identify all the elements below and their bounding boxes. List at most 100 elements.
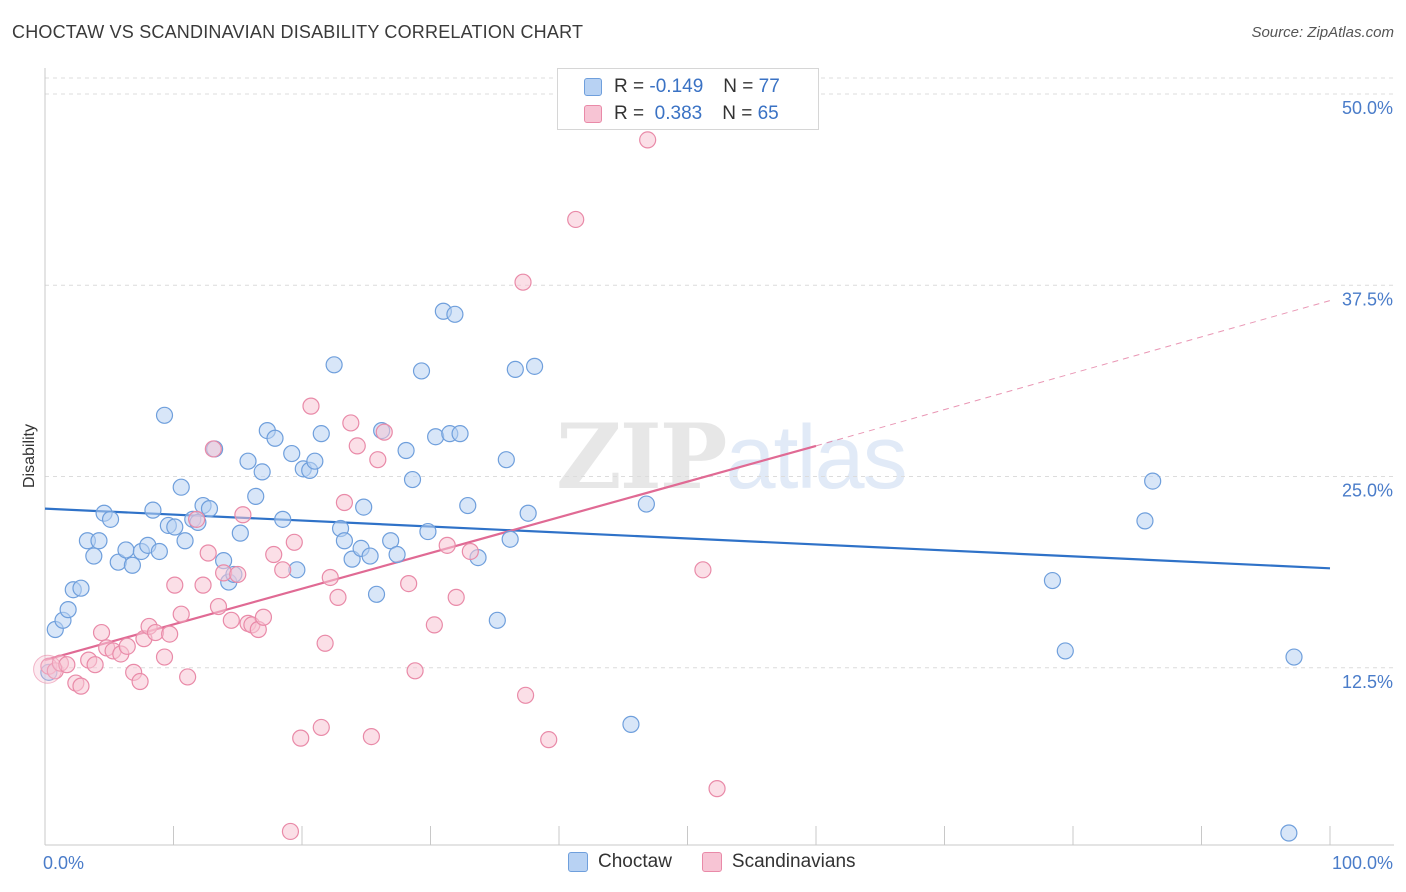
scandinavians-point [369,451,387,469]
scandinavians-point [72,677,90,695]
scandinavians-point [447,588,465,606]
choctaw-point [123,556,141,574]
choctaw-point [85,547,103,565]
scandinavians-point [400,574,418,593]
scandinavians-point [86,656,104,674]
legend-row-scandinavians: R = 0.383 N = 65 [584,101,779,127]
choctaw-point [361,547,379,565]
choctaw-point [274,510,292,528]
legend-label-choctaw: Choctaw [598,851,672,872]
scandinavians-point [348,437,366,455]
choctaw-point [525,357,544,375]
x-tick-label-min: 0.0% [43,853,84,873]
scandinavians-point [425,616,443,634]
choctaw-point [1280,824,1298,842]
r-label: R = [614,76,645,97]
scandinavians-point [285,533,303,551]
chart-title: CHOCTAW VS SCANDINAVIAN DISABILITY CORRE… [12,22,584,42]
choctaw-point [501,530,519,548]
choctaw-point [90,532,108,550]
n-value: 77 [758,76,780,97]
choctaw-point [59,601,77,619]
axes [44,68,1394,846]
scandinavians-point [342,414,360,432]
scandinavians-point [58,656,76,674]
scandinavians-point [708,780,726,798]
choctaw-point [419,522,437,541]
choctaw-point [412,362,431,380]
choctaw-point [176,532,194,550]
scandinavians-point [166,576,184,594]
r-label: R = [614,103,645,124]
watermark-zip: ZIP [556,404,727,510]
watermark: ZIPatlas [556,404,908,510]
choctaw-point [382,532,400,550]
choctaw-point [72,579,90,597]
scandinavians-point [161,625,179,643]
scandinavians-point [362,727,380,746]
scandinavians-point [281,822,300,841]
r-value: -0.149 [649,76,704,97]
choctaw-swatch [584,78,602,96]
choctaw-point [325,356,343,374]
n-value: 65 [757,103,779,124]
choctaw-point [637,495,655,513]
choctaw-point [283,444,301,463]
choctaw-point [247,487,265,505]
choctaw-point [519,504,537,522]
scandinavians-point [302,397,320,415]
n-label: N = [722,103,753,124]
scandinavians-point [172,605,190,623]
series-legend: Choctaw Scandinavians [568,851,886,873]
y-tick-label: 25.0% [1342,481,1393,501]
choctaw-point [446,305,464,323]
choctaw-point [312,425,330,443]
scandinavians-point [33,654,63,684]
scandinavians-point [234,506,252,524]
choctaw-point [150,542,168,561]
choctaw-point [1056,642,1074,660]
scandinavians-point [694,561,712,579]
choctaw-point [459,496,477,515]
trend-lines [44,300,1331,662]
choctaw-point [1144,472,1162,490]
scandinavians-point [146,623,165,642]
y-tick-label: 37.5% [1342,289,1393,309]
scandinavians-point [438,536,456,554]
scandinavians-point [274,561,292,579]
choctaw-point [1043,571,1062,590]
choctaw-trend-line [44,507,1331,570]
scandinavians-point [461,542,479,561]
scandinavians-point [209,597,228,616]
source-credit: Source: ZipAtlas.com [1251,24,1394,41]
y-axis-label: Disability [21,424,38,488]
scandinavians-point [179,668,197,686]
choctaw-legend-swatch [568,852,588,872]
choctaw-point [266,429,284,447]
choctaw-point [488,611,506,629]
scandinavians-point [312,718,330,737]
data-points [33,131,1303,842]
choctaw-point [172,478,190,496]
scandinavians-point [188,510,206,528]
scandinavians-point [639,131,657,149]
stats-legend: R = -0.149 N = 77 R = 0.383 N = 65 [557,68,819,130]
choctaw-point [144,501,162,519]
scandinavians-point [316,634,334,652]
scandinavians-point [321,568,339,587]
legend-row-choctaw: R = -0.149 N = 77 [584,74,780,100]
choctaw-point [403,470,422,489]
scandinavians-legend-swatch [701,852,722,872]
choctaw-point [427,428,445,446]
choctaw-point [101,510,120,528]
scandinavians-point [194,576,212,594]
choctaw-point [497,451,515,469]
scandinavians-point [92,623,111,642]
choctaw-point [388,545,406,564]
choctaw-point [166,518,184,536]
n-label: N = [723,76,754,97]
scandinavians-point [229,565,247,584]
choctaw-point [355,498,373,516]
scandinavians-point [329,588,347,606]
